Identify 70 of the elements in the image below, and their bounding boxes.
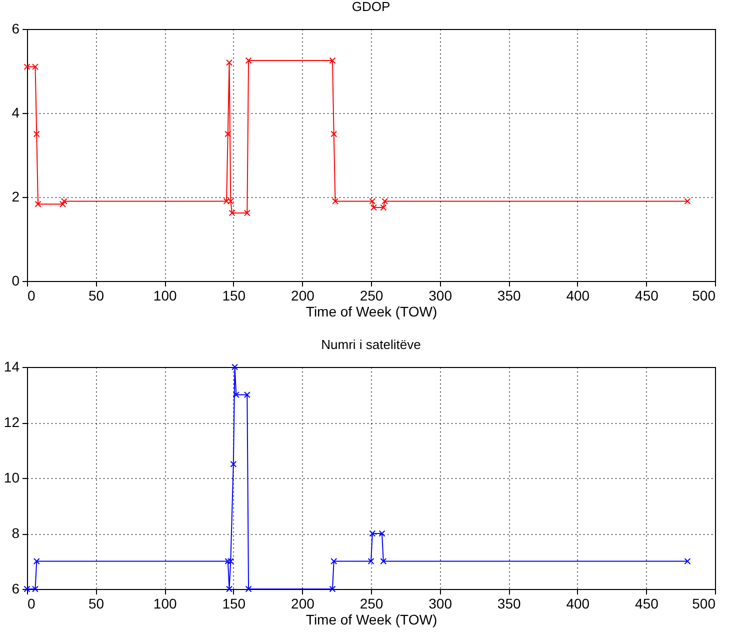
x-tick-label: 150 [222, 288, 246, 304]
point [329, 57, 336, 64]
x-tick-label: 450 [635, 288, 659, 304]
point [380, 558, 387, 564]
point [223, 198, 230, 204]
x-tick-label: 0 [28, 596, 36, 612]
x-tick-label: 350 [497, 596, 521, 612]
point [232, 392, 240, 398]
point [368, 558, 374, 564]
point [330, 558, 338, 564]
y-tick-label: 2 [12, 188, 20, 204]
y-tick-label: 6 [12, 20, 20, 36]
x-tick-label: 400 [566, 288, 590, 304]
point [32, 64, 38, 70]
point [227, 198, 234, 204]
x-tick-label: 200 [291, 596, 315, 612]
y-tick-label: 14 [4, 358, 20, 374]
x-tick-label: 300 [428, 596, 452, 612]
point [60, 200, 66, 208]
point [230, 460, 237, 468]
point [245, 57, 252, 64]
point [33, 130, 40, 138]
x-tick-label: 50 [88, 288, 104, 304]
y-tick-label: 8 [12, 525, 20, 541]
x-tick-label: 350 [497, 288, 521, 304]
point [684, 198, 691, 204]
x-tick-label: 500 [692, 288, 716, 304]
x-tick-label: 150 [222, 596, 246, 612]
point [24, 586, 30, 592]
x-tick-label: 50 [88, 596, 104, 612]
point [332, 198, 338, 204]
point [378, 530, 386, 537]
y-tick-label: 4 [12, 104, 20, 120]
x-axis-title: Time of Week (TOW) [306, 304, 438, 320]
chart-title: Numri i satelitëve [321, 337, 421, 352]
y-tick-label: 10 [4, 470, 20, 486]
point [245, 586, 252, 592]
point [227, 558, 234, 564]
point [32, 586, 38, 592]
point [329, 586, 336, 592]
x-tick-label: 500 [692, 596, 716, 612]
point [226, 59, 233, 66]
x-tick-label: 400 [566, 596, 590, 612]
point [228, 210, 236, 216]
point [369, 530, 376, 537]
point [684, 558, 691, 564]
point [24, 64, 30, 70]
x-tick-label: 100 [153, 596, 177, 612]
point [226, 586, 233, 592]
x-axis-title: Time of Week (TOW) [306, 612, 438, 628]
x-tick-label: 300 [428, 288, 452, 304]
point [232, 364, 238, 370]
chart-title: GDOP [352, 0, 390, 14]
point [244, 392, 250, 398]
x-tick-label: 250 [360, 288, 384, 304]
y-tick-label: 0 [12, 272, 20, 288]
y-tick-label: 12 [4, 414, 20, 430]
point [33, 558, 40, 564]
point [60, 198, 68, 204]
y-tick-label: 6 [12, 580, 20, 596]
point [330, 130, 338, 138]
x-tick-label: 250 [360, 596, 384, 612]
point [34, 200, 42, 208]
x-tick-label: 100 [153, 288, 177, 304]
point [244, 210, 250, 216]
point [224, 558, 232, 564]
x-tick-label: 450 [635, 596, 659, 612]
x-tick-label: 0 [28, 288, 36, 304]
point [224, 130, 232, 138]
x-tick-label: 200 [291, 288, 315, 304]
